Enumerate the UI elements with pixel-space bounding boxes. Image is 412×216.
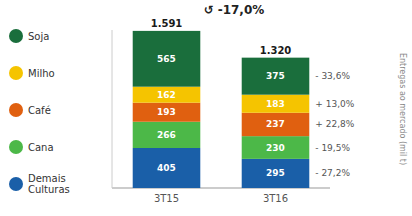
legend-label: Milho: [28, 68, 55, 79]
category-label: 3T15: [154, 193, 179, 204]
legend-label: Cana: [28, 142, 54, 153]
data-label: 375: [266, 71, 285, 81]
data-label: 193: [157, 107, 176, 117]
change-label: + 13,0%: [315, 99, 354, 109]
bars: [133, 31, 310, 188]
total-label: 1.591: [151, 18, 183, 29]
bar-segment: [242, 136, 310, 159]
bar-segment: [242, 58, 310, 95]
bar-segment: [133, 31, 201, 87]
bar-segment: [133, 122, 201, 148]
y-axis-line: [112, 30, 113, 188]
change-label: - 27,2%: [315, 168, 350, 178]
bar-segment: [242, 113, 310, 136]
data-label: 230: [266, 143, 285, 153]
data-label: 405: [157, 163, 176, 173]
bar-segment: [242, 159, 310, 188]
data-label: 266: [157, 130, 176, 140]
legend-swatch: [9, 66, 23, 80]
bar-segment: [133, 148, 201, 188]
title-icon: ↺: [204, 3, 214, 17]
labels: 405 266 193 162 565 1.591 295 - 27,2% 230 - 19,5%…: [151, 18, 355, 179]
legend-label: DemaisCulturas: [28, 173, 70, 195]
title: -17,0%: [218, 3, 265, 17]
legend-label: Soja: [28, 31, 49, 42]
data-label: 295: [266, 168, 285, 178]
chart: -17,0% ↺ 405 266 193 162 565 1.591 295 - 27,2% 230…: [0, 0, 412, 216]
legend-swatch: [9, 29, 23, 43]
data-label: 183: [266, 99, 285, 109]
legend-swatch: [9, 103, 23, 117]
bar-segment: [242, 95, 310, 113]
y-axis-label: Entregas ao mercado (mil t): [398, 53, 407, 165]
legend-label: Café: [28, 105, 51, 116]
data-label: 237: [266, 119, 285, 129]
bar-segment: [133, 87, 201, 103]
legend-swatch: [9, 177, 23, 191]
legend: Soja Milho Café Cana DemaisCulturas: [9, 29, 70, 195]
bar-segment: [133, 103, 201, 122]
category-label: 3T16: [263, 193, 288, 204]
data-label: 565: [157, 54, 176, 64]
data-label: 162: [157, 90, 176, 100]
change-label: + 22,8%: [315, 119, 354, 129]
legend-swatch: [9, 140, 23, 154]
change-label: - 19,5%: [315, 143, 350, 153]
total-label: 1.320: [260, 45, 292, 56]
change-label: - 33,6%: [315, 71, 350, 81]
